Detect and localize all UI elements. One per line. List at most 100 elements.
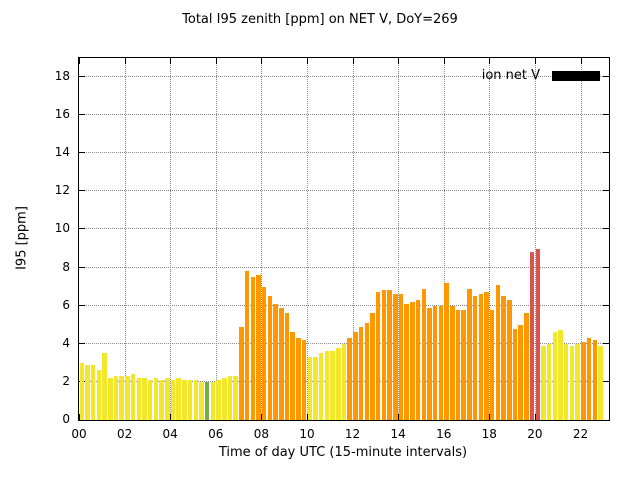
gridline-horizontal bbox=[79, 114, 609, 116]
bar bbox=[410, 301, 415, 420]
bar bbox=[358, 326, 364, 420]
y-tick-label: 18 bbox=[54, 69, 70, 84]
bar bbox=[119, 376, 124, 420]
x-tick-mark bbox=[489, 414, 491, 420]
bar bbox=[222, 378, 227, 420]
y-tick-mark bbox=[79, 114, 85, 116]
x-tick-mark bbox=[170, 58, 172, 64]
x-tick-mark bbox=[306, 58, 308, 64]
y-tick-mark bbox=[79, 228, 85, 230]
gridline-vertical bbox=[580, 58, 582, 420]
bar bbox=[336, 347, 341, 420]
x-tick-label: 18 bbox=[481, 427, 497, 441]
x-tick-mark bbox=[443, 58, 445, 64]
legend: ion net V bbox=[482, 68, 600, 83]
bar bbox=[364, 322, 370, 420]
x-tick-mark bbox=[398, 58, 400, 64]
bar bbox=[233, 376, 238, 420]
bar bbox=[444, 282, 449, 420]
x-tick-mark bbox=[124, 414, 126, 420]
bar bbox=[85, 364, 90, 420]
y-tick-mark bbox=[79, 266, 85, 268]
y-tick-mark bbox=[79, 152, 85, 154]
gridline-vertical bbox=[398, 58, 400, 420]
bar bbox=[512, 328, 518, 420]
bar bbox=[581, 341, 586, 420]
x-tick-mark bbox=[352, 414, 354, 420]
bar bbox=[592, 339, 597, 420]
bar bbox=[552, 332, 558, 420]
bar bbox=[518, 324, 523, 420]
bar bbox=[478, 294, 483, 420]
gridline-horizontal bbox=[79, 266, 609, 268]
gridline-horizontal bbox=[79, 342, 609, 344]
bar bbox=[244, 271, 250, 420]
y-tick-mark bbox=[603, 76, 609, 78]
x-tick-mark bbox=[124, 58, 126, 64]
y-tick-mark bbox=[603, 420, 609, 421]
y-tick-label: 4 bbox=[62, 335, 70, 350]
gridline-horizontal bbox=[79, 228, 609, 230]
bar bbox=[147, 380, 153, 420]
bar bbox=[370, 313, 375, 420]
bar bbox=[165, 378, 170, 420]
x-tick-mark bbox=[215, 58, 217, 64]
bar bbox=[427, 307, 432, 420]
y-tick-label: 10 bbox=[54, 221, 70, 236]
bar bbox=[586, 338, 592, 420]
y-tick-mark bbox=[603, 380, 609, 382]
bar bbox=[187, 380, 193, 420]
bar bbox=[227, 376, 233, 420]
gridline-vertical bbox=[534, 58, 536, 420]
y-tick-mark bbox=[603, 304, 609, 306]
x-tick-label: 04 bbox=[162, 427, 178, 441]
legend-swatch bbox=[552, 70, 600, 81]
x-tick-mark bbox=[170, 414, 172, 420]
bar bbox=[216, 380, 221, 420]
x-tick-label: 02 bbox=[116, 427, 133, 441]
x-tick-mark bbox=[580, 58, 582, 64]
x-tick-mark bbox=[261, 414, 263, 420]
chart-title: Total I95 zenith [ppm] on NET V, DoY=269 bbox=[182, 12, 458, 27]
bar bbox=[307, 357, 313, 420]
bar bbox=[432, 305, 438, 420]
x-tick-mark bbox=[79, 414, 80, 420]
y-tick-label: 14 bbox=[54, 145, 70, 160]
y-tick-mark bbox=[79, 304, 85, 306]
bar bbox=[455, 309, 461, 420]
bar bbox=[421, 288, 427, 420]
y-tick-mark bbox=[603, 152, 609, 154]
gridline-vertical bbox=[170, 58, 172, 420]
bar bbox=[495, 284, 501, 420]
gridline-vertical bbox=[306, 58, 308, 420]
x-tick-mark bbox=[534, 58, 536, 64]
x-axis-label: Time of day UTC (15-minute intervals) bbox=[218, 445, 468, 460]
x-tick-label: 10 bbox=[299, 427, 315, 441]
gridline-vertical bbox=[261, 58, 263, 420]
y-tick-label: 12 bbox=[54, 183, 70, 198]
bar bbox=[387, 290, 392, 420]
x-tick-mark bbox=[306, 414, 308, 420]
y-tick-mark bbox=[603, 266, 609, 268]
y-tick-mark bbox=[79, 342, 85, 344]
bar bbox=[79, 362, 85, 420]
x-tick-label: 16 bbox=[436, 427, 452, 441]
gridline-vertical bbox=[352, 58, 354, 420]
bar bbox=[239, 326, 244, 420]
bar bbox=[472, 296, 478, 420]
gridline-horizontal bbox=[79, 190, 609, 192]
bar bbox=[393, 294, 398, 420]
bar bbox=[113, 376, 119, 420]
bar bbox=[296, 338, 301, 420]
bar bbox=[210, 381, 216, 420]
bar bbox=[96, 370, 102, 420]
y-tick-mark bbox=[79, 190, 85, 192]
gridline-horizontal bbox=[79, 152, 609, 154]
bar bbox=[136, 378, 142, 420]
bar bbox=[170, 380, 176, 420]
bar bbox=[90, 364, 96, 420]
bar bbox=[176, 378, 181, 420]
x-tick-label: 14 bbox=[390, 427, 406, 441]
bar bbox=[301, 339, 307, 420]
